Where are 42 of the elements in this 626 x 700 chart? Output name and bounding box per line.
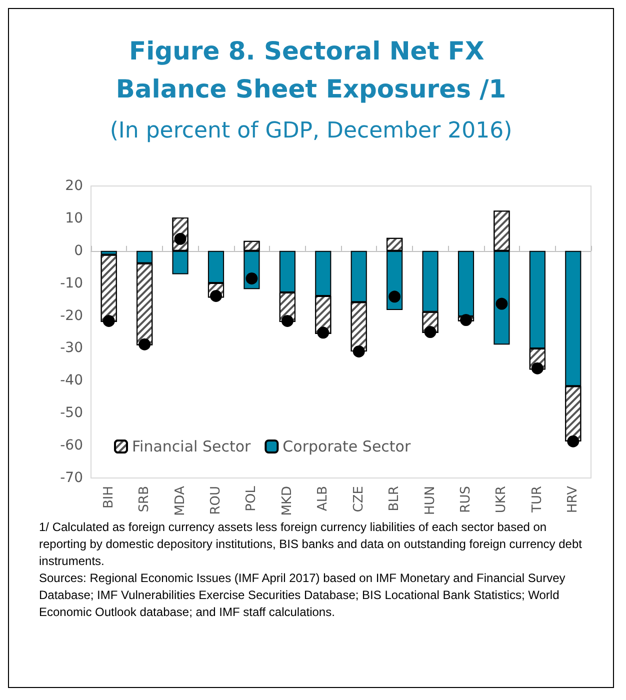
y-tick-label: -60 bbox=[60, 438, 83, 454]
point bbox=[246, 272, 258, 284]
point bbox=[138, 338, 151, 350]
point bbox=[388, 290, 401, 303]
y-tick-label: -40 bbox=[60, 372, 83, 389]
x-tick-label: TUR bbox=[530, 486, 545, 514]
x-tick-label: ALB bbox=[316, 486, 331, 512]
x-tick-label: HRV bbox=[566, 486, 581, 513]
x-tick-label: BIH bbox=[101, 486, 116, 509]
source-note: Sources: Regional Economic Issues (IMF April 2017) based on IMF Monetary and Financial Survey Database; IMF Vulnerabilities Exercise Securities Database; BIS Locational Bank Statistics; World Economic Outlook database; and IMF staff calculations. bbox=[39, 570, 566, 621]
point bbox=[531, 362, 544, 374]
y-tick-label: -50 bbox=[60, 405, 83, 422]
chart-subtitle: (In percent of GDP, December 2016) bbox=[110, 118, 512, 144]
point bbox=[567, 435, 580, 448]
legend-label: Financial Sector bbox=[132, 438, 252, 456]
point bbox=[102, 314, 115, 327]
x-tick-label: POL bbox=[244, 485, 260, 512]
x-tick-label: CZE bbox=[351, 486, 366, 512]
chart-title: Figure 8. Sectoral Net FX Balance Sheet Exposures /1 bbox=[116, 36, 506, 104]
point bbox=[496, 298, 508, 310]
y-tick-label: 0 bbox=[74, 242, 83, 259]
y-tick-label: 10 bbox=[65, 210, 83, 226]
x-tick-label: MKD bbox=[280, 486, 295, 516]
x-tick-label: UKR bbox=[494, 486, 510, 514]
x-tick-label: ROU bbox=[208, 486, 224, 515]
point bbox=[460, 314, 472, 326]
y-tick-label: 20 bbox=[65, 178, 83, 194]
point bbox=[352, 345, 365, 358]
point bbox=[424, 326, 436, 338]
x-tick-label: RUS bbox=[458, 486, 474, 513]
x-tick-label: SRB bbox=[137, 486, 152, 512]
point bbox=[317, 326, 330, 339]
text: 1/ Calculated as foreign currency assets less foreign currency liabilities of each sector based on reporting by domestic depository institutions, BIS banks and data on outstanding foreign currency debt instruments. bbox=[39, 519, 583, 570]
x-tick-label: MDA bbox=[172, 486, 188, 516]
x-tick-label: BLR bbox=[387, 486, 402, 512]
point bbox=[281, 314, 294, 327]
y-tick-label: -20 bbox=[60, 308, 83, 324]
legend-label: Corporate Sector bbox=[282, 438, 412, 456]
x-tick-label: HUN bbox=[422, 486, 438, 516]
y-tick-label: -30 bbox=[60, 340, 83, 356]
y-tick-label: -10 bbox=[60, 275, 83, 292]
y-tick-label: -70 bbox=[60, 470, 83, 486]
